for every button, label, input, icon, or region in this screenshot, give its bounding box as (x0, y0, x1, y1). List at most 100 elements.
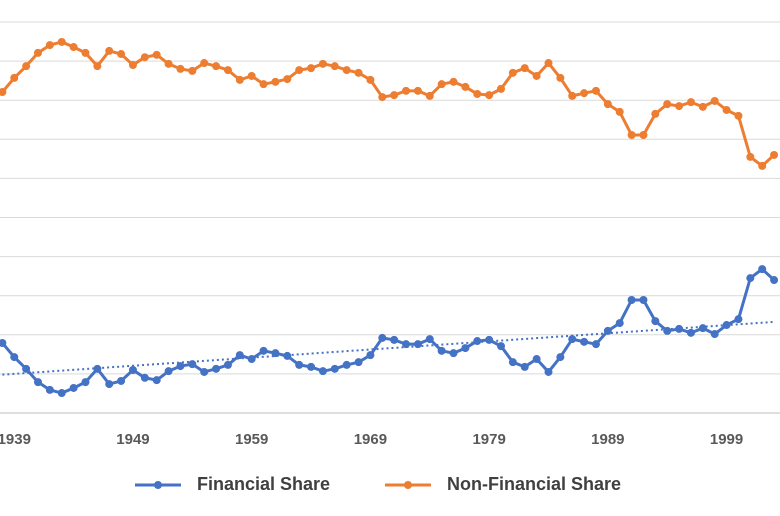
x-tick-label: 1979 (472, 431, 505, 448)
point (402, 340, 411, 349)
point (758, 265, 767, 274)
point (722, 321, 731, 330)
point (746, 152, 755, 161)
point (413, 86, 422, 95)
point (603, 326, 612, 335)
point (508, 358, 517, 367)
point (734, 111, 743, 120)
point (710, 330, 719, 339)
point (105, 46, 114, 55)
point (176, 362, 185, 371)
point (378, 333, 387, 342)
point (0, 87, 7, 96)
point (33, 48, 42, 57)
point (235, 75, 244, 84)
point (425, 91, 434, 100)
point (686, 98, 695, 107)
point (758, 161, 767, 170)
point (283, 75, 292, 84)
point (497, 84, 506, 93)
point (437, 346, 446, 355)
point (188, 360, 197, 369)
point (164, 367, 173, 376)
point (675, 324, 684, 333)
point (69, 383, 78, 392)
point (140, 373, 149, 382)
point (259, 80, 268, 89)
legend-marker (404, 481, 412, 489)
point (10, 353, 19, 362)
point (45, 41, 54, 50)
point (330, 364, 339, 373)
point (247, 355, 256, 364)
x-tick-label: 1939 (0, 431, 31, 448)
point (188, 66, 197, 75)
point (164, 59, 173, 68)
point (485, 91, 494, 100)
point (639, 296, 648, 305)
point (461, 82, 470, 91)
point (580, 337, 589, 346)
point (520, 64, 529, 73)
point (425, 335, 434, 344)
point (497, 342, 506, 351)
point (22, 62, 31, 71)
point (200, 367, 209, 376)
trend-line (2, 320, 775, 376)
point (449, 77, 458, 86)
point (57, 389, 66, 398)
point (223, 66, 232, 75)
point (152, 50, 161, 59)
point (307, 64, 316, 73)
point (651, 317, 660, 326)
point (140, 53, 149, 62)
point (639, 130, 648, 139)
point (461, 344, 470, 353)
point (627, 296, 636, 305)
point (342, 66, 351, 75)
point (568, 335, 577, 344)
point (734, 315, 743, 324)
point (532, 355, 541, 364)
point (556, 353, 565, 362)
point (556, 73, 565, 82)
point (10, 73, 19, 82)
point (449, 349, 458, 358)
point (318, 367, 327, 376)
point (544, 59, 553, 68)
point (544, 367, 553, 376)
point (176, 64, 185, 73)
point (318, 59, 327, 68)
point (271, 349, 280, 358)
point (485, 335, 494, 344)
point (473, 337, 482, 346)
point (770, 150, 779, 159)
point (615, 107, 624, 116)
point (128, 365, 137, 374)
legend-label: Non-Financial Share (447, 474, 621, 494)
x-tick-label: 1999 (710, 431, 743, 448)
point (354, 68, 363, 77)
point (568, 91, 577, 100)
point (413, 340, 422, 349)
point (591, 86, 600, 95)
x-tick-label: 1949 (116, 431, 149, 448)
point (283, 351, 292, 360)
point (366, 351, 375, 360)
x-tick-label: 1959 (235, 431, 268, 448)
point (105, 380, 114, 389)
point (117, 50, 126, 59)
point (259, 346, 268, 355)
x-tick-label: 1989 (591, 431, 624, 448)
point (722, 105, 731, 114)
point (663, 326, 672, 335)
point (93, 62, 102, 71)
point (69, 43, 78, 52)
point (22, 364, 31, 373)
point (746, 274, 755, 283)
point (128, 61, 137, 70)
point (686, 328, 695, 337)
point (354, 358, 363, 367)
